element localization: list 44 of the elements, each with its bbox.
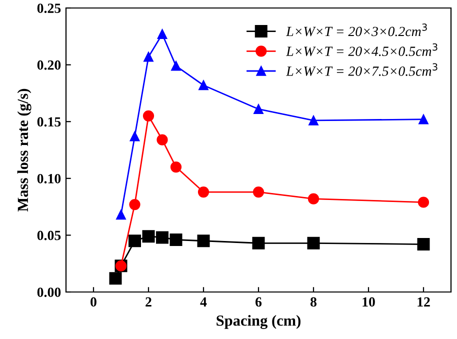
x-tick-label: 8 [310, 297, 317, 307]
point [116, 210, 126, 220]
y-tick-label: 0.15 [37, 117, 61, 127]
point [308, 116, 318, 126]
point [128, 234, 141, 248]
point [142, 230, 155, 243]
point [170, 161, 182, 173]
legend-label: L×W×T = 20×3×0.2cm$^{3}$ [286, 24, 427, 36]
x-tick-label: 12 [418, 297, 430, 306]
y-tick-label: 0.00 [37, 288, 61, 298]
x-tick-label: 0 [90, 297, 96, 307]
point [144, 52, 154, 62]
point [254, 104, 264, 114]
legend-label: L×W×T = 20×4.5×0.5cm$^{3}$ [286, 43, 438, 56]
point [307, 236, 320, 250]
legend-label: L×W×T = 20×7.5×0.5cm$^{3}$ [286, 63, 438, 76]
point [129, 198, 140, 210]
y-tick-label: 0.25 [37, 4, 61, 14]
point [417, 238, 430, 251]
x-tick-label: 4 [200, 297, 207, 306]
point [252, 236, 265, 250]
point [171, 61, 181, 71]
point [198, 80, 208, 90]
x-tick-label: 2 [146, 297, 152, 306]
point [197, 234, 210, 248]
point [130, 132, 140, 142]
x-axis-title: Spacing (cm) [216, 315, 300, 329]
point [198, 186, 210, 198]
x-tick-label: 6 [256, 297, 262, 307]
point [156, 134, 168, 146]
y-tick-label: 0.05 [37, 230, 61, 240]
y-tick-label: 0.20 [37, 60, 61, 70]
point [142, 110, 154, 122]
x-tick-label: 10 [362, 297, 375, 307]
point [418, 196, 430, 208]
point [252, 186, 264, 198]
point [308, 193, 320, 204]
point [418, 114, 428, 124]
y-axis-title: Mass loss rate (g/s) [17, 88, 32, 212]
point [170, 233, 182, 246]
point [156, 231, 168, 244]
point [109, 272, 122, 285]
point [157, 29, 168, 39]
y-tick-label: 0.10 [37, 174, 61, 184]
